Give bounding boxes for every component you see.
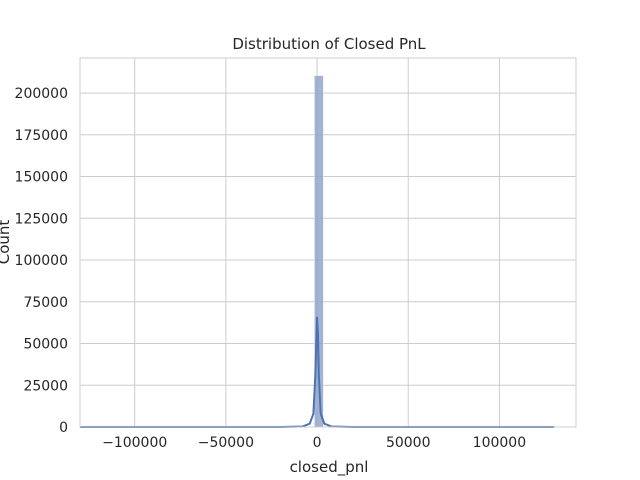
y-tick-label: 0	[59, 420, 68, 436]
plot-frame	[79, 57, 577, 428]
chart-title: Distribution of Closed PnL	[232, 35, 426, 53]
y-tick-label: 125000	[15, 211, 68, 227]
x-tick-label: −50000	[198, 435, 254, 451]
y-tick-labels: 0 25000 50000 75000 100000 125000 150000 175000…	[15, 86, 68, 436]
x-tick-label: 50000	[386, 435, 431, 451]
y-tick-label: 100000	[15, 253, 68, 269]
y-tick-label: 200000	[15, 86, 68, 102]
y-tick-label: 150000	[15, 170, 68, 186]
kde-curve	[80, 316, 555, 428]
y-tick-label: 50000	[23, 337, 68, 353]
x-tick-labels: −100000 −50000 0 50000 100000	[102, 435, 526, 451]
y-tick-label: 25000	[23, 378, 68, 394]
x-tick-label: −100000	[102, 435, 167, 451]
kde-layer	[80, 316, 555, 428]
x-axis-label: closed_pnl	[290, 458, 369, 477]
y-axis-label: Count	[0, 220, 13, 265]
x-tick-label: 0	[313, 435, 322, 451]
grid-layer	[80, 58, 576, 428]
x-tick-label: 100000	[473, 435, 526, 451]
y-tick-label: 175000	[15, 128, 68, 144]
y-tick-label: 75000	[23, 295, 68, 311]
